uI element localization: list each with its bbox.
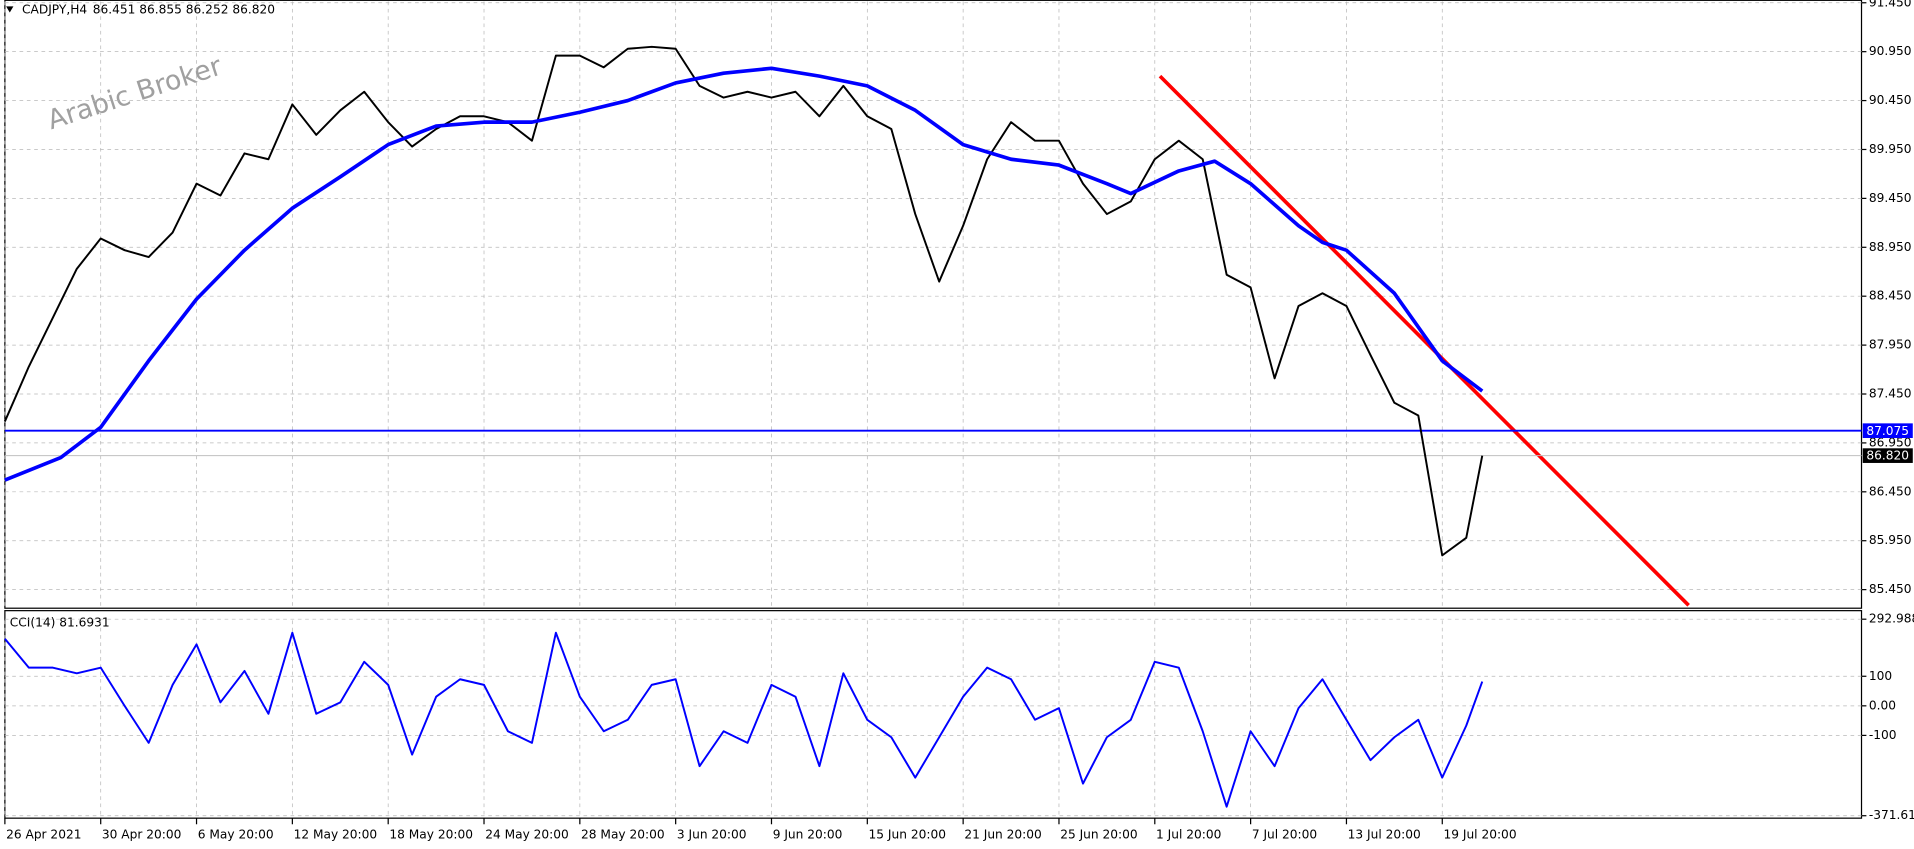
y-tick-label: 88.950 <box>1869 240 1912 254</box>
y-tick-label: 0.00 <box>1869 698 1896 712</box>
x-tick-label: 1 Jul 20:00 <box>1156 828 1221 842</box>
x-tick-label: 9 Jun 20:00 <box>773 828 843 842</box>
x-tick-label: 30 Apr 20:00 <box>102 828 181 842</box>
series-line <box>3 45 1484 557</box>
price-label-box <box>1862 423 1913 439</box>
y-tick-label: 86.950 <box>1869 435 1912 449</box>
cci-pane-frame <box>4 610 1863 819</box>
x-tick-label: 21 Jun 20:00 <box>964 828 1041 842</box>
symbol-title: CADJPY,H4 <box>22 3 87 17</box>
x-tick-label: 18 May 20:00 <box>389 828 473 842</box>
x-tick-label: 28 May 20:00 <box>581 828 665 842</box>
x-tick-label: 24 May 20:00 <box>485 828 569 842</box>
trend-line <box>1158 74 1690 607</box>
y-tick-label: -371.6187 <box>1869 808 1914 822</box>
y-tick-label: 85.450 <box>1869 582 1912 596</box>
y-tick-label: 89.950 <box>1869 142 1912 156</box>
y-tick-label: -100 <box>1869 728 1897 742</box>
series-line <box>4 631 1484 808</box>
x-tick-label: 15 Jun 20:00 <box>869 828 946 842</box>
y-tick-label: 85.950 <box>1869 533 1912 547</box>
x-tick-label: 19 Jul 20:00 <box>1443 828 1516 842</box>
y-tick-label: 91.450 <box>1869 0 1912 9</box>
y-tick-label: 90.950 <box>1869 44 1912 58</box>
x-tick-label: 6 May 20:00 <box>198 828 274 842</box>
price-label-box <box>1862 448 1913 463</box>
x-tick-label: 26 Apr 2021 <box>6 828 81 842</box>
y-tick-label: 88.450 <box>1869 289 1912 303</box>
x-tick-label: 3 Jun 20:00 <box>677 828 747 842</box>
cci-title: CCI(14) 81.6931 <box>10 615 110 629</box>
y-tick-label: 87.450 <box>1869 387 1912 401</box>
series-line <box>4 66 1484 482</box>
y-tick-label: 86.450 <box>1869 484 1912 498</box>
x-tick-label: 25 Jun 20:00 <box>1060 828 1137 842</box>
menu-arrow[interactable] <box>6 6 14 13</box>
price-label: 87.075 <box>1866 424 1909 438</box>
x-tick-label: 7 Jul 20:00 <box>1252 828 1317 842</box>
price-label: 86.820 <box>1866 449 1909 463</box>
y-tick-label: 87.950 <box>1869 338 1912 352</box>
ohlc-text: 86.451 86.855 86.252 86.820 <box>93 3 275 17</box>
x-tick-label: 13 Jul 20:00 <box>1348 828 1421 842</box>
y-tick-label: 89.450 <box>1869 191 1912 205</box>
y-tick-label: 90.450 <box>1869 93 1912 107</box>
y-tick-label: 100 <box>1869 669 1892 683</box>
x-tick-label: 12 May 20:00 <box>294 828 378 842</box>
y-tick-label: 292.9887 <box>1869 612 1914 626</box>
